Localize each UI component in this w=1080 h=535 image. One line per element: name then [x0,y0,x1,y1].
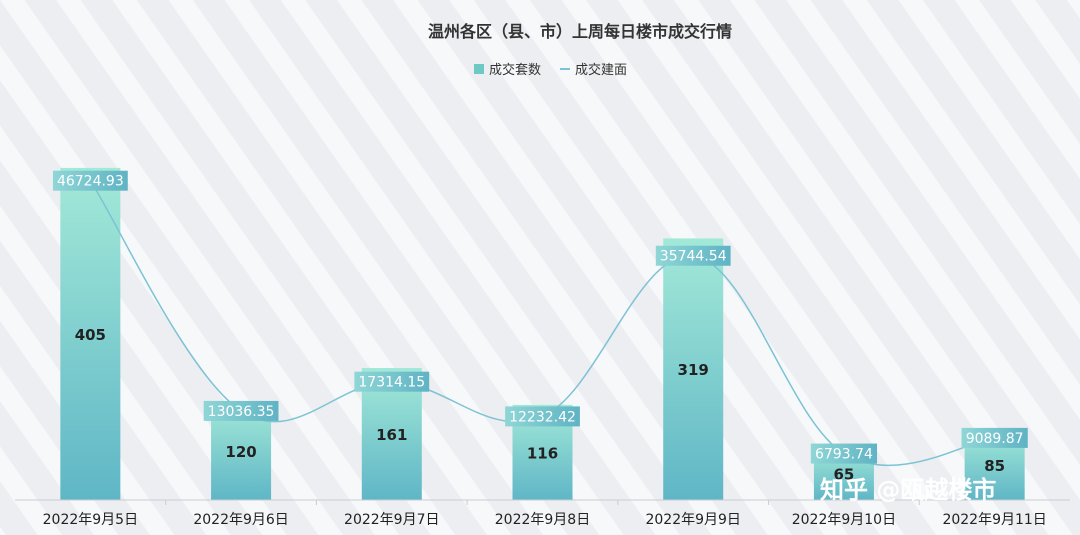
line-value-box [52,170,128,191]
bar-value-label: 319 [678,361,709,379]
line-value-box [203,400,279,421]
line-value-box [505,406,580,427]
legend-label-bar: 成交套数 [489,62,541,78]
line-value-box [354,371,430,392]
x-ticks: 2022年9月5日 2022年9月6日 2022年9月7日 2022年9月8日 2022… [43,500,1047,528]
bar-value-label: 405 [75,326,106,344]
bar-value-label: 65 [833,465,854,483]
line-labels: 46724.93 13036.35 17314.15 12232.42 35744.54… [52,170,1028,464]
bar-value-label: 116 [527,444,558,462]
x-tick-label: 2022年9月8日 [495,512,590,528]
x-tick-label: 2022年9月11日 [942,512,1046,528]
x-tick-label: 2022年9月5日 [43,512,138,528]
bar-value-label: 120 [225,443,256,461]
line-value-label: 6793.74 [815,447,873,463]
x-tick-label: 2022年9月10日 [792,512,896,528]
line-value-label: 35744.54 [660,249,727,265]
line-value-box [655,245,731,266]
x-tick-label: 2022年9月7日 [344,512,439,528]
legend: 成交套数 成交建面 [474,62,627,78]
bar-1 [60,167,121,500]
watermark: 知乎 @瓯越楼市 [820,476,996,504]
x-tick-label: 2022年9月9日 [645,512,740,528]
bar-value-label: 85 [984,457,1005,475]
line-value-label: 13036.35 [208,404,275,420]
line-value-box [961,427,1028,448]
line-value-label: 9089.87 [966,431,1024,447]
legend-swatch-bar [474,64,484,74]
chart-title: 温州各区（县、市）上周每日楼市成交行情 [427,22,732,41]
legend-label-line: 成交建面 [575,62,627,78]
line-value-label: 46724.93 [57,174,124,190]
line-value-label: 12232.42 [509,409,576,425]
line-value-label: 17314.15 [358,375,425,391]
bar-5 [663,238,724,501]
line-value-box [810,443,878,464]
x-tick-label: 2022年9月6日 [193,512,288,528]
bar-value-label: 161 [376,426,407,444]
